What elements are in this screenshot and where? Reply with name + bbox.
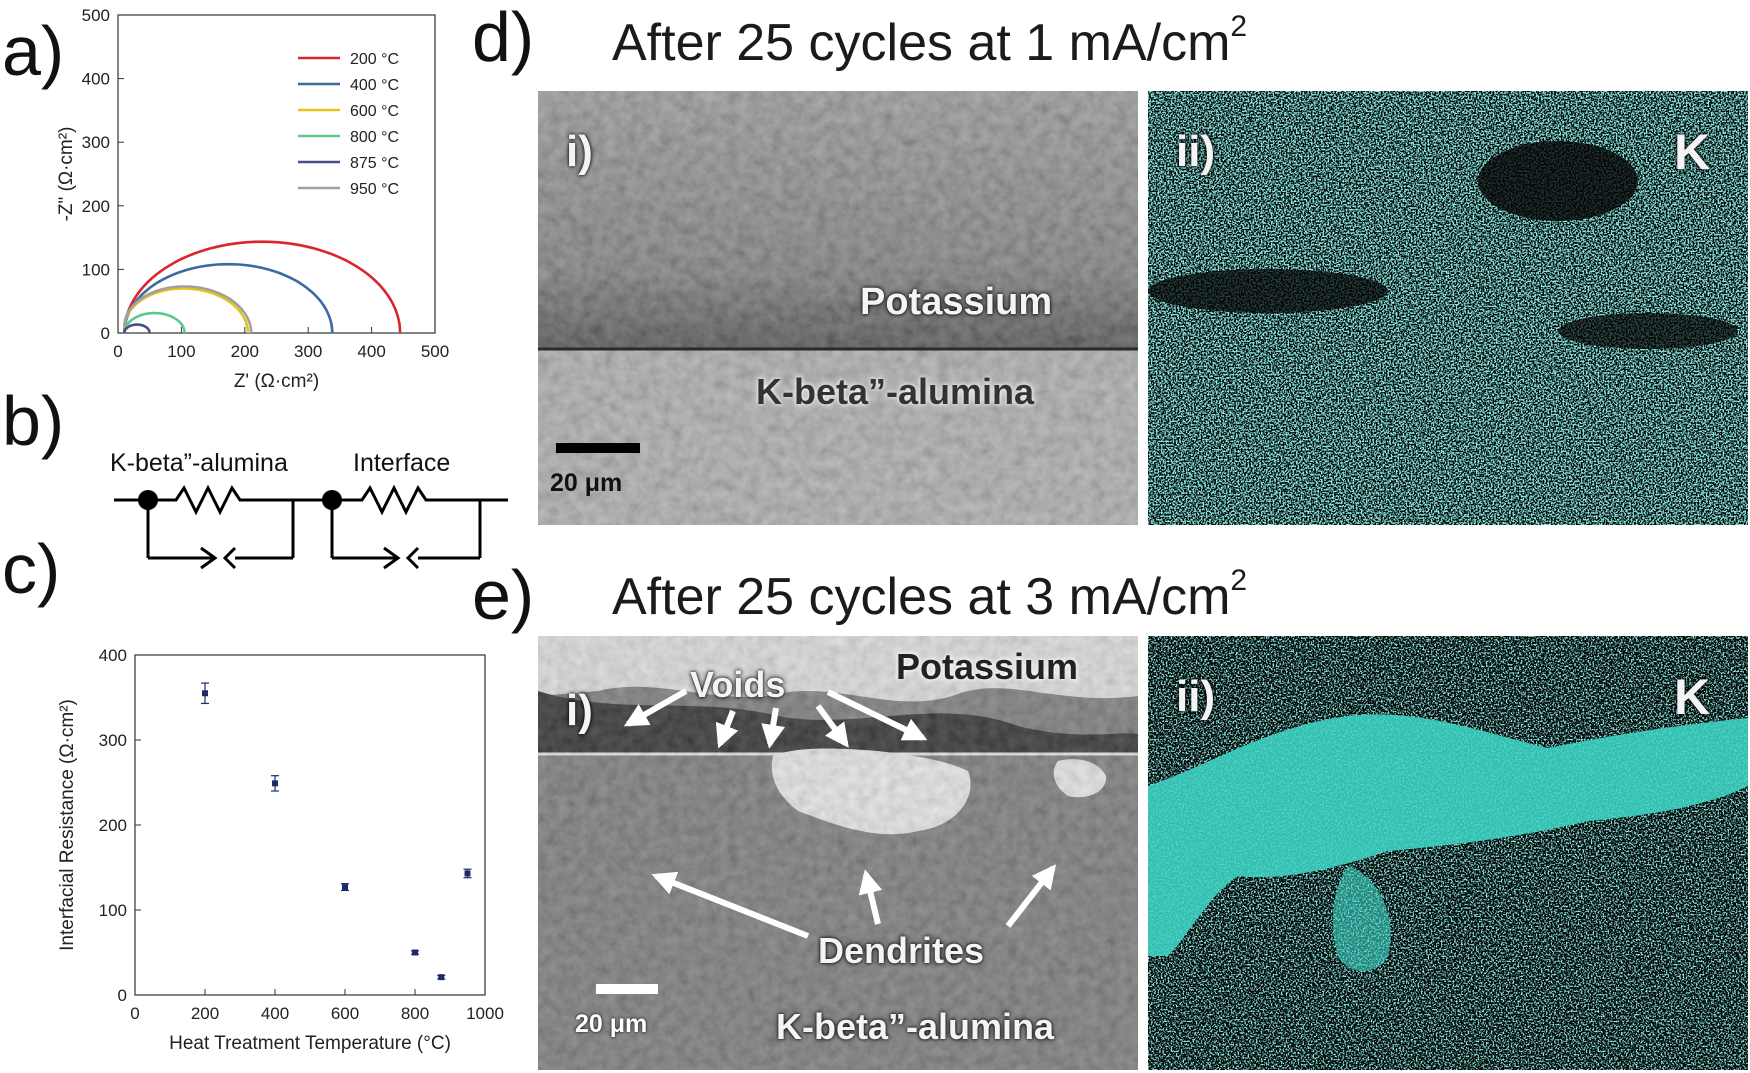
x-tick-label-c: 0 — [130, 1004, 139, 1023]
panel-letter-b: b) — [2, 382, 65, 460]
series-line-875 — [123, 323, 151, 334]
alumina-label-d: K-beta”-alumina — [756, 371, 1035, 412]
x-tick-label-c: 800 — [401, 1004, 429, 1023]
y-axis-label-c: Interfacial Resistance (Ω·cm²) — [57, 699, 78, 951]
data-point-c — [272, 780, 278, 787]
potassium-label-d: Potassium — [860, 281, 1053, 323]
y-tick-label-c: 300 — [99, 731, 127, 750]
y-tick-label-a: 100 — [82, 260, 110, 279]
scale-bar-d — [556, 443, 640, 453]
y-tick-label-c: 400 — [99, 646, 127, 665]
alumina-label-e: K-beta”-alumina — [776, 1006, 1055, 1047]
circuit-label-interface: Interface — [353, 449, 450, 477]
data-point-c — [202, 690, 208, 697]
x-tick-label-a: 100 — [167, 342, 195, 361]
panel-d-title: After 25 cycles at 1 mA/cm2 — [612, 10, 1248, 72]
panel-e-title: After 25 cycles at 3 mA/cm2 — [612, 564, 1248, 626]
y-tick-label-c: 200 — [99, 816, 127, 835]
potassium-label-e: Potassium — [896, 646, 1079, 687]
x-tick-label-a: 400 — [357, 342, 385, 361]
x-tick-label-a: 500 — [421, 342, 449, 361]
panel-letter-e: e) — [472, 556, 535, 634]
voids-label: Voids — [690, 664, 786, 705]
sem-label-d: i) — [566, 127, 593, 176]
sem-image-d: i) Potassium K-beta”-alumina 20 μm — [538, 91, 1138, 525]
plot-frame-a — [117, 14, 436, 334]
series-line-800 — [123, 311, 186, 334]
legend-label-a: 600 °C — [350, 103, 399, 120]
series-line-200 — [123, 240, 402, 334]
scale-text-e: 20 μm — [575, 1010, 648, 1038]
map-label-e: ii) — [1176, 672, 1216, 721]
interfacial-resistance-chart: 0 200 400 600 800 1000 0 100 200 300 400 Heat Treat… — [57, 646, 504, 1054]
panel-letter-c: c) — [2, 530, 61, 608]
element-map-d: ii) K — [1148, 91, 1748, 525]
x-tick-label-c: 200 — [191, 1004, 219, 1023]
y-tick-label-a: 0 — [101, 324, 110, 343]
circuit-node-1 — [138, 490, 158, 510]
x-tick-label-a: 0 — [113, 342, 122, 361]
scale-bar-e — [596, 984, 658, 994]
plot-frame-c — [134, 654, 486, 996]
dendrites-label: Dendrites — [818, 930, 985, 971]
x-tick-label-c: 1000 — [466, 1004, 504, 1023]
sem-label-e: i) — [566, 686, 593, 735]
panel-letter-a: a) — [2, 12, 65, 90]
y-tick-label-a: 400 — [82, 70, 110, 89]
y-tick-label-c: 0 — [118, 986, 127, 1005]
equivalent-circuit-diagram: K-beta”-alumina Interface — [110, 449, 508, 570]
y-tick-label-c: 100 — [99, 901, 127, 920]
legend-label-a: 800 °C — [350, 129, 399, 146]
series-line-400 — [123, 262, 334, 334]
data-point-c — [342, 884, 348, 891]
element-label-d: K — [1674, 124, 1711, 180]
element-map-e: ii) K — [1148, 636, 1748, 1070]
y-tick-label-a: 200 — [82, 197, 110, 216]
x-tick-label-a: 300 — [294, 342, 322, 361]
legend-label-a: 875 °C — [350, 155, 399, 172]
legend-label-a: 400 °C — [350, 77, 399, 94]
scale-text-d: 20 μm — [550, 469, 623, 497]
panel-letter-d: d) — [472, 0, 535, 76]
circuit-label-bulk: K-beta”-alumina — [110, 449, 288, 477]
y-tick-label-a: 500 — [82, 6, 110, 25]
x-tick-label-c: 400 — [261, 1004, 289, 1023]
data-point-c — [412, 949, 418, 956]
x-axis-label-c: Heat Treatment Temperature (°C) — [169, 1033, 451, 1054]
y-tick-label-a: 300 — [82, 133, 110, 152]
map-label-d: ii) — [1176, 127, 1216, 176]
series-line-950 — [123, 285, 253, 333]
sem-image-e: i) Potassium Voids Dendrites K-beta”-alu… — [538, 636, 1138, 1070]
y-axis-label-a: -Z" (Ω·cm²) — [56, 127, 77, 222]
element-label-e: K — [1674, 669, 1711, 725]
legend-label-a: 200 °C — [350, 51, 399, 68]
x-axis-label-a: Z' (Ω·cm²) — [234, 371, 319, 392]
annotation-arrows — [623, 688, 1056, 939]
legend-label-a: 950 °C — [350, 181, 399, 198]
nyquist-chart: 0 100 200 300 400 500 0 100 200 300 400 500 Z' (Ω·cm… — [56, 6, 449, 392]
x-tick-label-c: 600 — [331, 1004, 359, 1023]
circuit-node-2 — [322, 490, 342, 510]
x-tick-label-a: 200 — [231, 342, 259, 361]
data-point-c — [438, 974, 445, 981]
circuit-wires — [114, 484, 508, 570]
data-point-c — [464, 870, 471, 877]
